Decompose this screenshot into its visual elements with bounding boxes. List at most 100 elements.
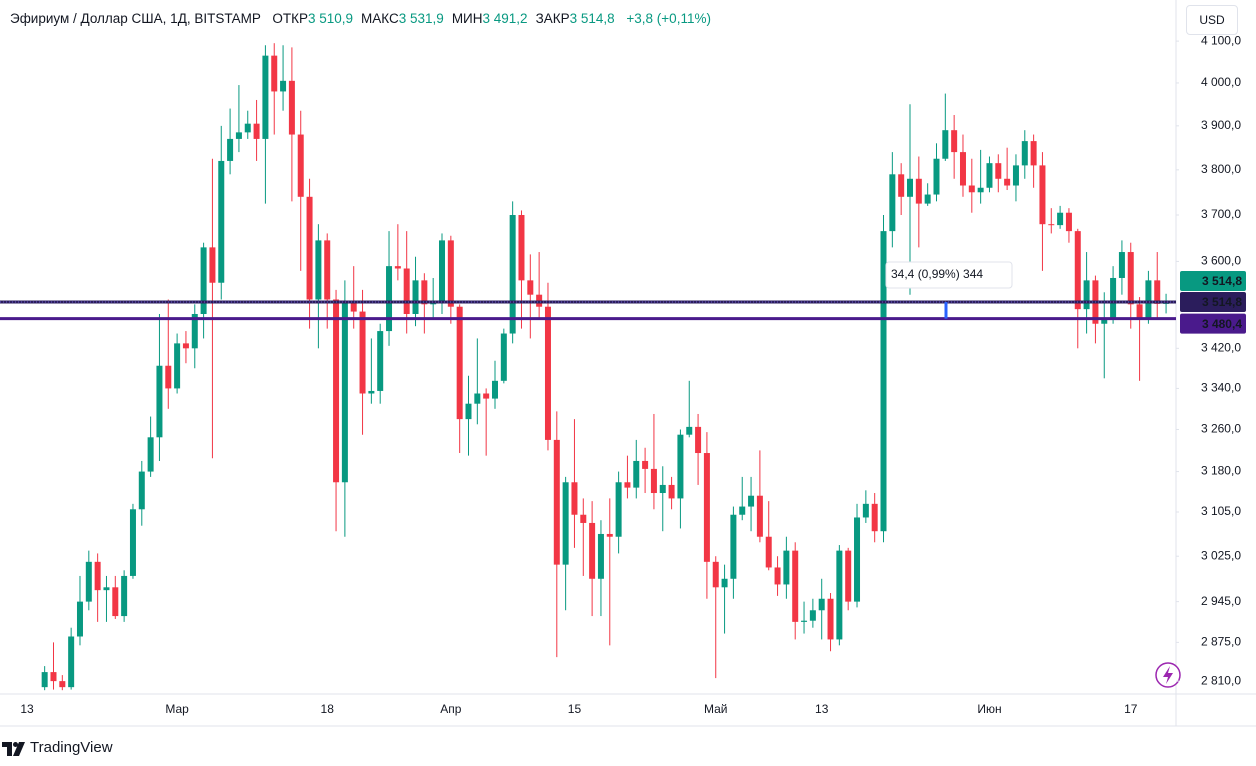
candle-body xyxy=(589,522,596,579)
candle-body xyxy=(1145,280,1152,319)
candle-body xyxy=(624,482,631,488)
candle-body xyxy=(836,550,843,640)
candle-body xyxy=(341,301,348,483)
candle-body xyxy=(85,561,92,602)
x-tick-label: 15 xyxy=(568,702,582,716)
candle-body xyxy=(262,55,269,139)
brand-logo-slant[interactable] xyxy=(13,742,25,756)
y-tick-label: 3 105,0 xyxy=(1201,504,1241,518)
candle-body xyxy=(1030,141,1037,166)
candle-body xyxy=(977,187,984,193)
candle-body xyxy=(271,55,278,92)
last-price-tag-box xyxy=(1180,271,1246,292)
candle-body xyxy=(421,280,428,305)
candle-body xyxy=(633,460,640,488)
candle-body xyxy=(845,550,852,602)
alert-icon-bolt[interactable] xyxy=(1163,666,1173,684)
y-tick-label: 2 875,0 xyxy=(1201,635,1241,649)
candle-body xyxy=(1110,277,1117,319)
candle-body xyxy=(377,331,384,391)
brand-logo-dot[interactable] xyxy=(13,742,18,747)
candle-body xyxy=(527,280,534,295)
y-tick-label: 3 260,0 xyxy=(1201,422,1241,436)
candle-body xyxy=(112,587,119,617)
candle-body xyxy=(686,426,693,435)
ohlc-fields: ОТКР3 510,9 МАКС3 531,9 МИН3 491,2 ЗАКР3 51… xyxy=(264,11,614,26)
y-tick-label: 3 420,0 xyxy=(1201,340,1241,354)
candle-body xyxy=(147,437,154,472)
candle-body xyxy=(403,268,410,314)
ohlc-label: ОТКР xyxy=(272,11,308,26)
candle-body xyxy=(571,482,578,515)
candle-body xyxy=(597,533,604,579)
brand-logo[interactable] xyxy=(2,742,25,756)
x-tick-label: 18 xyxy=(321,702,335,716)
candle-body xyxy=(774,567,781,585)
candle-body xyxy=(76,601,83,637)
y-tick-label: 3 180,0 xyxy=(1201,464,1241,478)
y-tick-label: 3 900,0 xyxy=(1201,118,1241,132)
candle-body xyxy=(324,240,331,300)
candle-body xyxy=(915,178,922,204)
candle-body xyxy=(739,506,746,515)
x-tick-label: Май xyxy=(704,702,728,716)
candle-body xyxy=(1065,212,1072,232)
currency-button[interactable]: USD xyxy=(1186,5,1238,35)
last-price-tag: 3 514,8 xyxy=(1202,274,1242,288)
alert-icon[interactable] xyxy=(1155,662,1181,688)
candle-body xyxy=(933,158,940,195)
ohlc-label: ЗАКР xyxy=(535,11,570,26)
y-tick-label: 3 700,0 xyxy=(1201,207,1241,221)
candle-body xyxy=(129,509,136,576)
candle-body xyxy=(1154,280,1161,304)
candle-body xyxy=(924,194,931,204)
candle-body xyxy=(871,503,878,532)
candle-body xyxy=(562,482,569,565)
x-tick-label: Мар xyxy=(165,702,189,716)
candle-body xyxy=(253,123,260,139)
candle-body xyxy=(659,484,666,494)
candle-body xyxy=(447,240,454,307)
ohlc-value: 3 491,2 xyxy=(482,11,528,26)
x-tick-label: 13 xyxy=(20,702,34,716)
candle-body xyxy=(209,247,216,283)
candle-body xyxy=(1118,252,1125,278)
candle-body xyxy=(138,471,145,510)
candles xyxy=(41,43,1170,691)
candle-body xyxy=(818,598,825,611)
candle-body xyxy=(200,247,207,314)
candle-body xyxy=(1039,165,1046,225)
candle-body xyxy=(1004,178,1011,186)
ohlc-value: 3 531,9 xyxy=(398,11,444,26)
candle-body xyxy=(333,299,340,483)
candle-body xyxy=(412,280,419,314)
candle-body xyxy=(959,152,966,186)
candle-body xyxy=(227,138,234,161)
measure-label-box xyxy=(885,261,1013,289)
candle-body xyxy=(650,468,657,494)
candle-body xyxy=(121,575,128,617)
candle-body xyxy=(968,185,975,193)
y-tick-label: 4 100,0 xyxy=(1201,33,1241,47)
candle-body xyxy=(1012,165,1019,186)
candle-body xyxy=(995,163,1002,179)
candle-body xyxy=(712,561,719,588)
candle-body xyxy=(456,306,463,420)
candle-body xyxy=(677,434,684,499)
candle-body xyxy=(880,231,887,532)
brand-logo-shape[interactable] xyxy=(2,742,12,756)
candle-body xyxy=(509,215,516,334)
x-tick-label: 13 xyxy=(815,702,829,716)
candle-body xyxy=(1127,252,1134,305)
line-price-tag-box xyxy=(1180,313,1246,334)
candle-body xyxy=(1021,141,1028,166)
candle-body xyxy=(218,160,225,283)
candle-body xyxy=(606,533,613,537)
candle-body xyxy=(862,503,869,518)
candle-body xyxy=(182,343,189,349)
candle-body xyxy=(359,311,366,394)
brand-name[interactable]: TradingView xyxy=(30,739,113,756)
candle-body xyxy=(1048,224,1055,226)
candle-body xyxy=(721,578,728,588)
